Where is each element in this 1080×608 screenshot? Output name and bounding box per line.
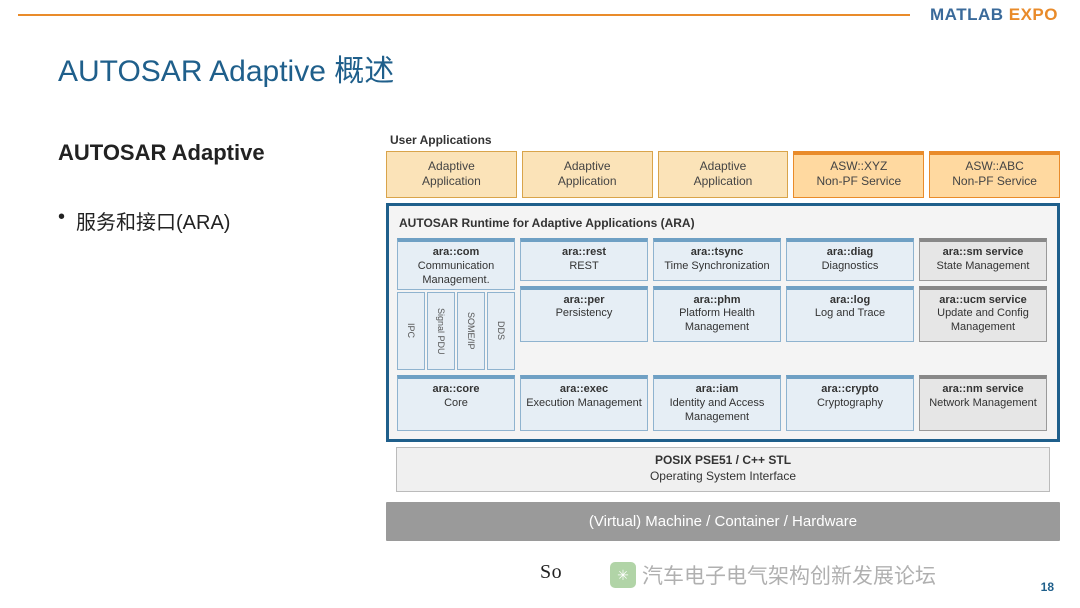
sub-ipc: IPC [397, 292, 425, 370]
mod-ara-nm: ara::nm serviceNetwork Management [919, 375, 1047, 431]
bullet-ara: 服务和接口(ARA) [76, 206, 358, 235]
app-line2: Application [558, 174, 617, 188]
app-adaptive-1: Adaptive Application [386, 151, 517, 198]
mod-title: ara::ucm service [923, 294, 1043, 308]
posix-l1: POSIX PSE51 / C++ STL [655, 453, 791, 467]
ara-r1: ara::restREST ara::tsyncTime Synchroniza… [520, 238, 1049, 281]
app-line1: ASW::ABC [965, 159, 1023, 173]
page-number: 18 [1041, 580, 1054, 594]
wechat-icon: ✳ [610, 562, 636, 588]
ara-r2: ara::perPersistency ara::phmPlatform Hea… [520, 286, 1049, 342]
app-line2: Non-PF Service [816, 174, 901, 188]
mod-desc: Execution Management [524, 397, 644, 411]
mod-ara-log: ara::logLog and Trace [786, 286, 914, 342]
mod-desc: Core [401, 397, 511, 411]
watermark: ✳ 汽车电子电气架构创新发展论坛 [610, 560, 936, 590]
mod-desc: State Management [923, 260, 1043, 274]
mod-desc: Network Management [923, 397, 1043, 411]
mod-ara-tsync: ara::tsyncTime Synchronization [653, 238, 781, 281]
sub-dds: DDS [487, 292, 515, 370]
mod-desc: Platform Health Management [657, 307, 777, 335]
app-adaptive-2: Adaptive Application [522, 151, 653, 198]
mod-title: ara::exec [524, 383, 644, 397]
mod-desc: Cryptography [790, 397, 910, 411]
mod-title: ara::rest [524, 246, 644, 260]
mod-ara-ucm: ara::ucm serviceUpdate and Config Manage… [919, 286, 1047, 342]
sub-someip: SOME/IP [457, 292, 485, 370]
mod-desc: Identity and Access Management [657, 397, 777, 425]
mod-title: ara::log [790, 294, 910, 308]
mod-title: ara::tsync [657, 246, 777, 260]
brand-logo: MATLAB EXPO [930, 5, 1058, 25]
mod-ara-diag: ara::diagDiagnostics [786, 238, 914, 281]
mod-desc: Time Synchronization [657, 260, 777, 274]
posix-l2: Operating System Interface [650, 469, 796, 483]
brand-part1: MATLAB [930, 5, 1009, 24]
ara-title: AUTOSAR Runtime for Adaptive Application… [399, 216, 1049, 230]
mod-title: ara::core [401, 383, 511, 397]
ara-com-column: ara::com Communication Management. IPC S… [397, 238, 515, 370]
hardware-layer: (Virtual) Machine / Container / Hardware [386, 502, 1060, 541]
mod-desc: Log and Trace [790, 307, 910, 321]
mod-title: ara::phm [657, 294, 777, 308]
source-prefix: So [540, 561, 562, 583]
ara-row-top: ara::com Communication Management. IPC S… [397, 238, 1049, 370]
ara-r3: ara::coreCore ara::execExecution Managem… [397, 375, 1049, 431]
user-apps-label: User Applications [390, 133, 1060, 147]
mod-ara-sm: ara::sm serviceState Management [919, 238, 1047, 281]
mod-title: ara::diag [790, 246, 910, 260]
app-nonpf-abc: ASW::ABC Non-PF Service [929, 151, 1060, 198]
ara-com-subrow: IPC Signal PDU SOME/IP DDS [397, 292, 515, 370]
subtitle: AUTOSAR Adaptive [58, 140, 358, 166]
mod-title: ara::per [524, 294, 644, 308]
mod-ara-com: ara::com Communication Management. [397, 238, 515, 290]
header-divider [18, 14, 910, 16]
mod-title: ara::com [401, 246, 511, 260]
mod-ara-crypto: ara::cryptoCryptography [786, 375, 914, 431]
app-nonpf-xyz: ASW::XYZ Non-PF Service [793, 151, 924, 198]
app-line2: Application [694, 174, 753, 188]
app-line1: Adaptive [428, 159, 475, 173]
ara-frame: AUTOSAR Runtime for Adaptive Application… [386, 203, 1060, 442]
mod-desc: Persistency [524, 307, 644, 321]
mod-ara-phm: ara::phmPlatform Health Management [653, 286, 781, 342]
mod-desc: REST [524, 260, 644, 274]
posix-layer: POSIX PSE51 / C++ STL Operating System I… [396, 447, 1050, 492]
mod-desc: Update and Config Management [923, 307, 1043, 335]
source-text: So [540, 561, 562, 584]
app-line1: Adaptive [700, 159, 747, 173]
mod-ara-per: ara::perPersistency [520, 286, 648, 342]
app-line1: Adaptive [564, 159, 611, 173]
app-line1: ASW::XYZ [830, 159, 887, 173]
app-line2: Non-PF Service [952, 174, 1037, 188]
mod-title: ara::sm service [923, 246, 1043, 260]
sub-signal-pdu: Signal PDU [427, 292, 455, 370]
mod-title: ara::crypto [790, 383, 910, 397]
brand-part2: EXPO [1009, 5, 1058, 24]
ara-right-grid: ara::restREST ara::tsyncTime Synchroniza… [520, 238, 1049, 370]
autosar-diagram: User Applications Adaptive Application A… [386, 133, 1060, 541]
mod-desc: Communication Management. [401, 260, 511, 288]
mod-desc: Diagnostics [790, 260, 910, 274]
slide-title: AUTOSAR Adaptive 概述 [58, 46, 394, 90]
app-adaptive-3: Adaptive Application [658, 151, 789, 198]
mod-ara-iam: ara::iamIdentity and Access Management [653, 375, 781, 431]
mod-ara-rest: ara::restREST [520, 238, 648, 281]
mod-ara-exec: ara::execExecution Management [520, 375, 648, 431]
apps-row: Adaptive Application Adaptive Applicatio… [386, 151, 1060, 198]
mod-title: ara::nm service [923, 383, 1043, 397]
mod-title: ara::iam [657, 383, 777, 397]
watermark-text: 汽车电子电气架构创新发展论坛 [642, 560, 936, 590]
left-column: AUTOSAR Adaptive 服务和接口(ARA) [58, 140, 358, 235]
app-line2: Application [422, 174, 481, 188]
mod-ara-core: ara::coreCore [397, 375, 515, 431]
